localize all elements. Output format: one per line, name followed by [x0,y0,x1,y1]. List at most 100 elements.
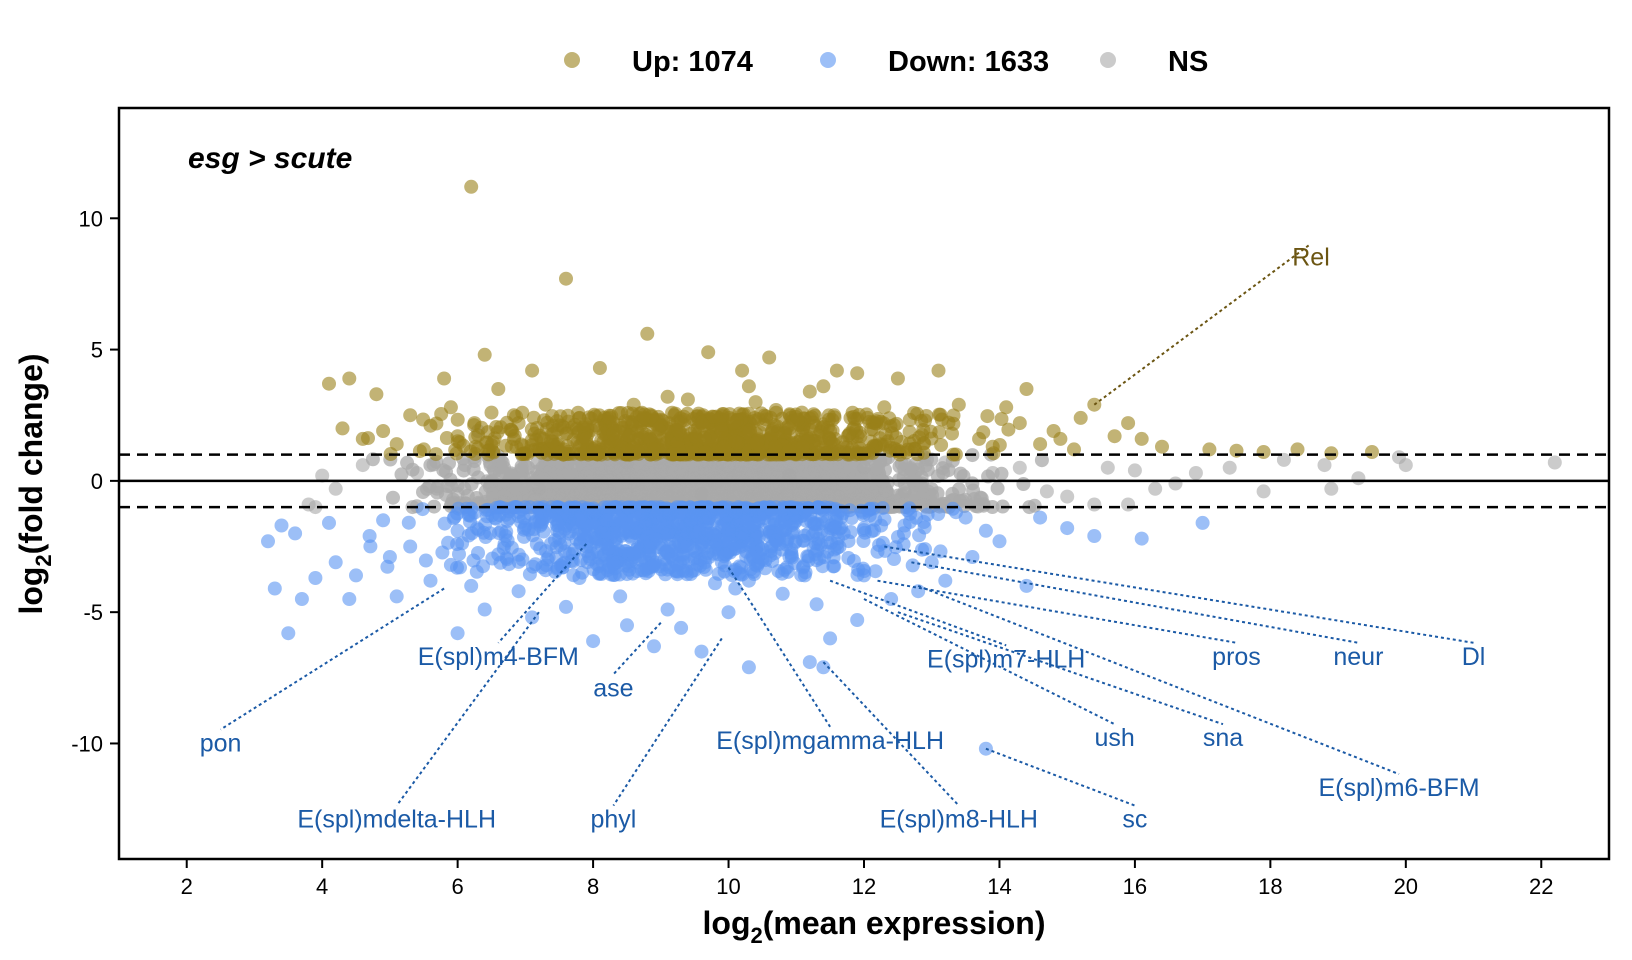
ns-point [836,463,851,478]
ns-point [621,467,636,481]
y-tick-label: 0 [91,469,103,494]
ns-point [782,468,797,483]
up-point [887,418,902,433]
down-point [714,555,729,570]
x-tick-label: 6 [452,874,464,899]
ns-point [1256,484,1271,499]
x-tick-label: 22 [1529,874,1553,899]
down-point [576,526,591,541]
up-point [1365,445,1379,459]
gene-label: E(spl)m8-HLH [880,806,1038,834]
up-point [808,408,822,423]
down-point [500,533,515,548]
down-point [823,631,838,646]
down-point [525,610,540,625]
down-point [376,513,391,528]
up-point [866,422,881,437]
leader-line [612,637,723,807]
down-point [415,502,430,517]
up-point [694,416,709,431]
up-point [686,445,701,460]
down-point [517,529,531,544]
down-point [900,503,915,518]
down-point [522,500,537,515]
down-point [267,581,282,596]
down-point [463,514,477,529]
ns-point [394,467,409,482]
leader-line [395,611,540,807]
down-point [820,544,835,559]
down-point [342,592,357,606]
ns-point [771,463,786,478]
ns-point [857,460,871,475]
up-point [904,442,919,457]
up-point [416,442,431,457]
ns-point [1351,471,1366,486]
up-point [322,376,336,391]
down-point [931,507,946,521]
x-axis-title: log2(mean expression) [703,905,1046,948]
down-point [801,526,816,541]
up-point [647,442,661,457]
ns-point [673,459,688,474]
down-point [796,560,810,575]
down-point [728,505,743,520]
up-point [706,409,721,424]
ns-point [1060,489,1075,504]
up-point [747,411,762,425]
x-tick-label: 2 [181,874,193,899]
down-point [565,554,580,569]
x-axis-title-sub: 2 [750,923,762,948]
down-point [780,564,795,579]
down-point [958,510,973,525]
down-point [294,592,309,606]
up-point [870,412,885,426]
ns-point [562,466,577,481]
up-point [525,363,540,378]
ns-point [355,458,370,473]
down-point [597,500,612,515]
x-tick-label: 20 [1394,874,1418,899]
down-point [734,526,749,541]
down-point [1087,529,1102,543]
ns-point [495,455,510,470]
down-point [978,523,993,538]
down-point [478,517,493,532]
up-point [843,410,858,425]
ns-point [720,458,735,473]
down-point [721,522,736,537]
down-point [601,541,616,556]
gene-label: ase [593,674,633,702]
up-point [980,409,995,424]
up-point [449,446,464,461]
down-point [633,552,648,567]
down-point [288,526,303,541]
gene-label: E(spl)m4-BFM [418,643,579,671]
up-point [556,420,571,435]
down-point [552,531,567,546]
leader-line [917,584,1400,776]
x-tick-label: 16 [1123,874,1147,899]
down-point [676,555,691,570]
up-point [841,428,856,443]
down-point [920,507,935,522]
down-point [816,503,831,517]
down-point [640,539,655,554]
up-point [1019,382,1034,396]
leader-line [497,543,588,644]
up-point [767,418,782,433]
up-point [816,379,831,394]
up-point [376,424,391,438]
down-point [477,602,492,617]
up-point [823,424,838,438]
up-point [579,431,594,446]
up-point [790,412,805,427]
up-point [1067,442,1081,457]
up-point [827,410,842,425]
down-point [667,540,682,555]
down-point [660,602,675,617]
down-points [261,500,1210,756]
down-point [579,539,594,554]
x-axis-title-rest: (mean expression) [763,905,1046,941]
down-point [703,526,718,541]
